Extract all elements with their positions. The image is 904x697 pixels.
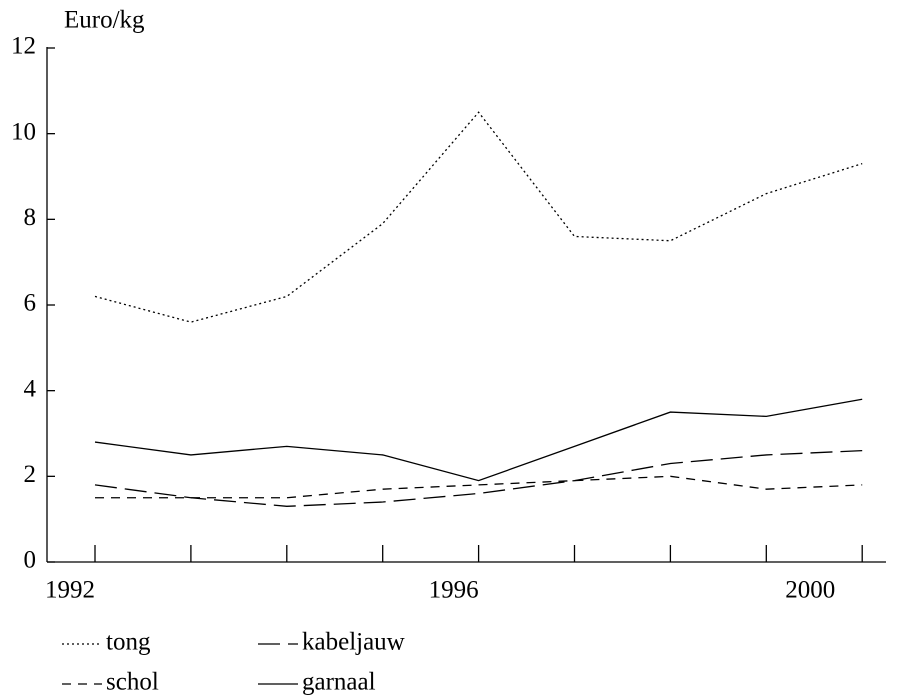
y-tick-label: 0 <box>24 547 37 574</box>
y-tick-label: 2 <box>24 461 37 488</box>
y-tick-label: 6 <box>24 290 37 317</box>
series-line <box>94 398 863 482</box>
y-tick-label: 8 <box>24 204 37 231</box>
x-tick-label: 2000 <box>785 577 835 604</box>
y-tick-label: 10 <box>11 118 36 145</box>
y-axis-label: Euro/kg <box>64 7 145 34</box>
y-tick-label: 4 <box>24 375 37 402</box>
series-line <box>95 475 863 499</box>
x-tick-label: 1996 <box>429 577 479 604</box>
legend-label: schol <box>106 669 159 696</box>
legend-label: garnaal <box>302 669 376 696</box>
series-line <box>94 449 863 507</box>
legend-label: tong <box>106 629 151 656</box>
y-tick-label: 12 <box>11 33 36 60</box>
legend-label: kabeljauw <box>302 629 405 656</box>
series-line <box>94 111 863 323</box>
x-tick-label: 1992 <box>45 577 95 604</box>
